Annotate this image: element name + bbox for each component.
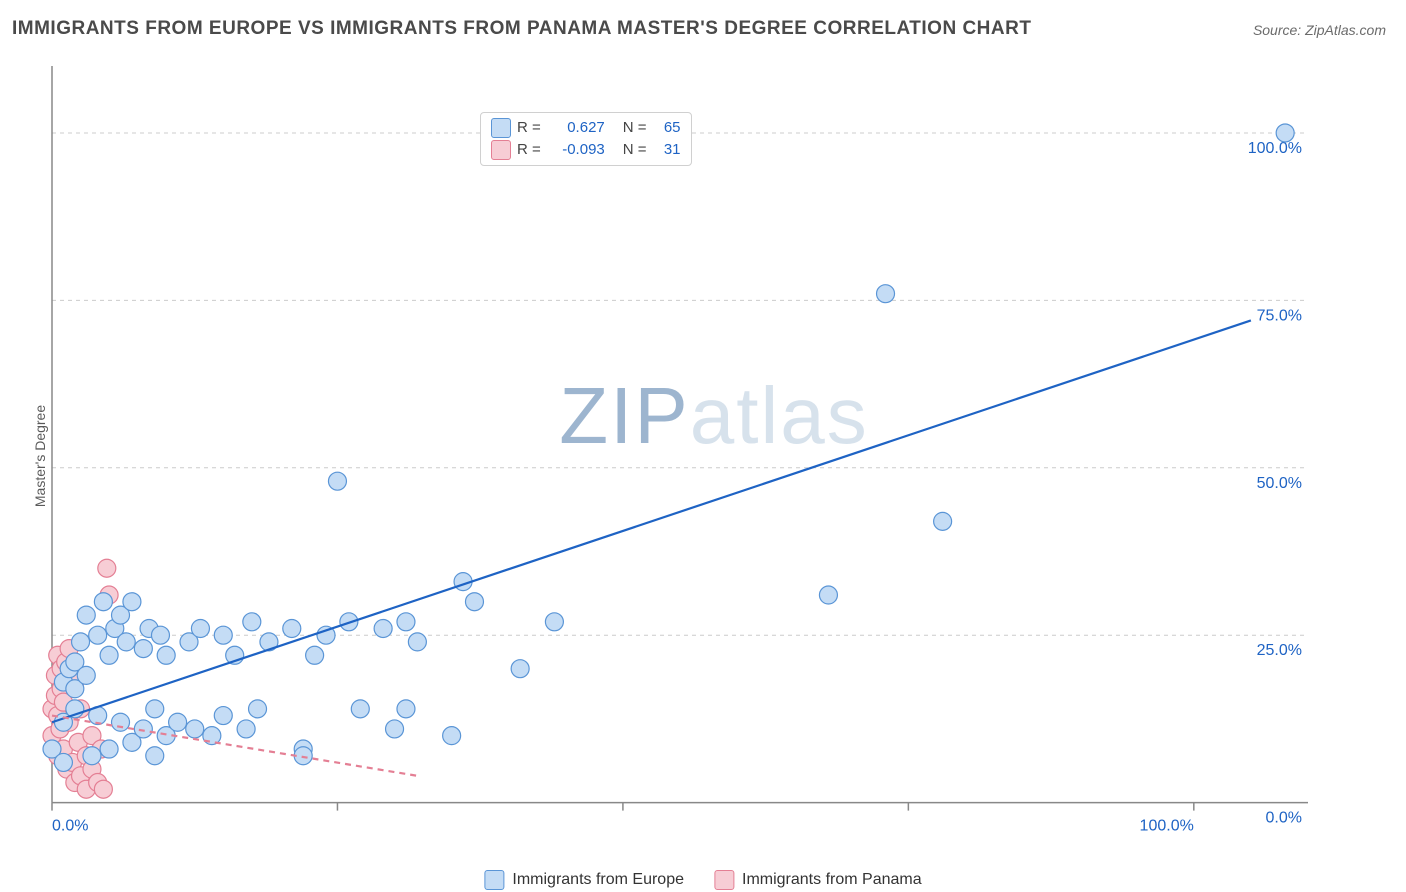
data-point [328,472,346,490]
data-point [249,700,267,718]
data-point [123,593,141,611]
data-point [511,660,529,678]
data-point [386,720,404,738]
data-point [214,707,232,725]
data-point [243,613,261,631]
data-point [146,700,164,718]
legend-n-label: N = [623,117,647,139]
y-tick-label: 50.0% [1257,475,1302,492]
legend-r-value: -0.093 [547,139,605,161]
legend-swatch [491,140,511,160]
legend-n-value: 65 [653,117,681,139]
data-point [191,620,209,638]
source-link[interactable]: ZipAtlas.com [1305,22,1386,38]
data-point [146,747,164,765]
data-point [112,713,130,731]
chart-area: Master's Degree 0.0%25.0%50.0%75.0%100.0… [40,56,1388,856]
data-point [351,700,369,718]
legend-n-value: 31 [653,139,681,161]
data-point [408,633,426,651]
legend-swatch [714,870,734,890]
data-point [283,620,301,638]
data-point [117,633,135,651]
legend-n-label: N = [623,139,647,161]
legend-swatch [484,870,504,890]
data-point [374,620,392,638]
data-point [443,727,461,745]
data-point [77,606,95,624]
data-point [94,593,112,611]
legend-bottom: Immigrants from Europe Immigrants from P… [484,870,921,890]
data-point [237,720,255,738]
data-point [819,586,837,604]
legend-stats-row: R = 0.627 N = 65 [491,117,681,139]
legend-label: Immigrants from Europe [512,871,684,889]
data-point [186,720,204,738]
legend-stats-row: R = -0.093 N = 31 [491,139,681,161]
data-point [214,626,232,644]
data-point [134,640,152,658]
data-point [465,593,483,611]
legend-r-label: R = [517,117,541,139]
data-point [169,713,187,731]
data-point [877,285,895,303]
legend-stats: R = 0.627 N = 65 R = -0.093 N = 31 [480,112,692,166]
data-point [89,626,107,644]
y-tick-label: 0.0% [1266,810,1302,827]
data-point [54,753,72,771]
chart-title: IMMIGRANTS FROM EUROPE VS IMMIGRANTS FRO… [12,18,1031,40]
legend-label: Immigrants from Panama [742,871,922,889]
source-attribution: Source: ZipAtlas.com [1253,22,1386,38]
y-tick-label: 25.0% [1257,642,1302,659]
data-point [151,626,169,644]
data-point [100,646,118,664]
data-point [100,740,118,758]
data-point [77,666,95,684]
legend-r-value: 0.627 [547,117,605,139]
data-point [397,613,415,631]
data-point [1276,124,1294,142]
legend-r-label: R = [517,139,541,161]
y-tick-label: 100.0% [1248,140,1302,157]
legend-swatch [491,118,511,138]
scatter-plot: 0.0% 25.0% 50.0% 75.0% 100.0% 0.0% 100.0% [40,56,1388,856]
legend-item: Immigrants from Panama [714,870,922,890]
data-point [545,613,563,631]
data-point [134,720,152,738]
data-point [72,633,90,651]
legend-item: Immigrants from Europe [484,870,684,890]
regression-line [52,320,1251,722]
data-point [934,512,952,530]
x-tick-label: 0.0% [52,818,88,835]
data-point [397,700,415,718]
data-point [306,646,324,664]
data-point [98,559,116,577]
data-point [157,646,175,664]
data-point [294,747,312,765]
source-prefix: Source: [1253,22,1305,38]
y-tick-label: 75.0% [1257,307,1302,324]
x-tick-label: 100.0% [1140,818,1194,835]
data-point [83,747,101,765]
data-point [94,780,112,798]
